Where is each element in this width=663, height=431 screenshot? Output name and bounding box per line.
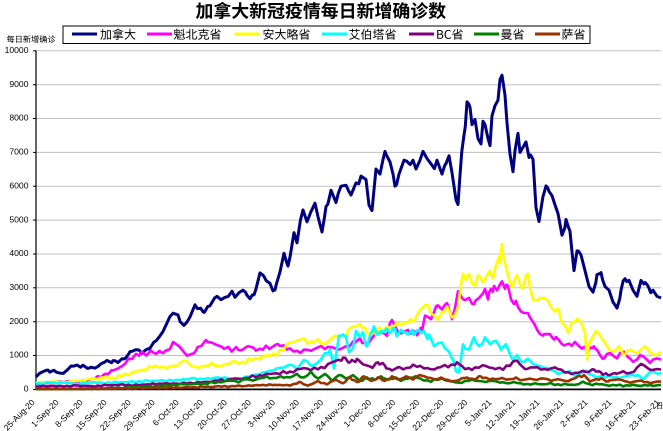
svg-text:2000: 2000 <box>9 316 28 326</box>
svg-text:0: 0 <box>24 384 29 394</box>
svg-text:6000: 6000 <box>9 180 28 190</box>
svg-text:3000: 3000 <box>9 282 28 292</box>
svg-text:10000: 10000 <box>5 45 29 55</box>
svg-text:5000: 5000 <box>9 214 28 224</box>
svg-text:8000: 8000 <box>9 113 28 123</box>
svg-text:1000: 1000 <box>9 350 28 360</box>
svg-text:9000: 9000 <box>9 79 28 89</box>
svg-text:4000: 4000 <box>9 248 28 258</box>
svg-text:7000: 7000 <box>9 147 28 157</box>
